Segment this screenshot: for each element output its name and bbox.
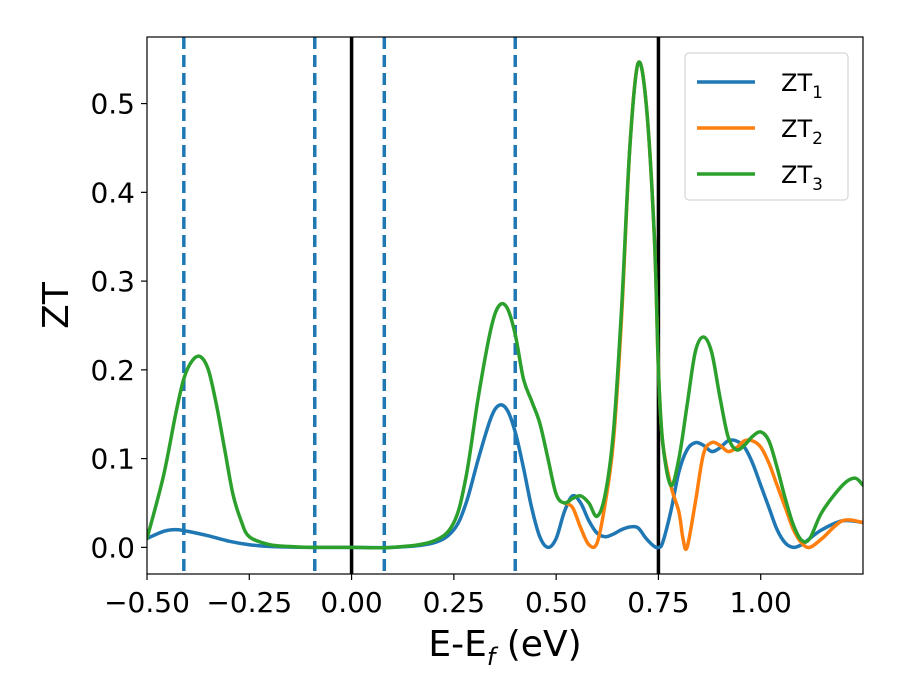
y-tick-label: 0.5 [90,88,135,121]
legend-label-3: ZT3 [781,161,823,195]
x-axis-title-unit: (eV) [495,624,581,665]
y-tick-label: 0.1 [90,443,135,476]
x-tick-label: 1.00 [730,586,792,619]
x-axis-title-main: E-E [428,624,486,665]
legend-label-main: ZT [781,115,812,143]
x-tick-label: 0.75 [627,586,689,619]
x-tick-label: 0.50 [525,586,587,619]
x-tick-label: −0.50 [104,586,190,619]
series-lines [147,60,863,552]
y-tick-label: 0.2 [90,354,135,387]
x-tick-label: −0.25 [206,586,292,619]
y-axis-ticks: 0.0 0.1 0.2 0.3 0.4 0.5 [90,88,147,564]
y-tick-label: 0.0 [90,531,135,564]
legend-label-subscript: 3 [812,175,823,195]
legend-label-2: ZT2 [781,115,823,149]
x-tick-label: 0.25 [423,586,485,619]
y-tick-label: 0.3 [90,265,135,298]
vertical-lines [182,37,661,574]
legend-label-subscript: 1 [812,83,823,103]
x-tick-label: 0.00 [320,586,382,619]
legend-label-subscript: 2 [812,129,823,149]
series-line-1 [147,403,863,550]
series-line-3 [147,60,863,550]
y-tick-label: 0.4 [90,176,135,209]
y-axis-title: ZT [36,281,77,329]
x-axis-title: E-Ef (eV) [428,624,581,671]
legend-label-main: ZT [781,161,812,189]
legend-box [684,52,849,201]
axes-frame [146,36,864,575]
legend-label-1: ZT1 [781,69,823,103]
legend-label-main: ZT [781,69,812,97]
x-axis-ticks: −0.50 −0.25 0.00 0.25 0.50 0.75 1.00 [104,574,792,619]
